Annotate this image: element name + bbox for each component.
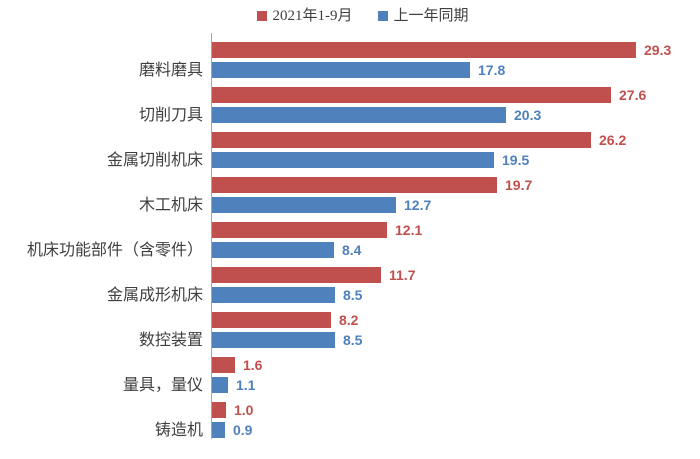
value-label-previous: 1.1 [236, 377, 256, 393]
value-label-current: 12.1 [395, 222, 423, 238]
bar-current-period [212, 177, 497, 193]
value-label-previous: 8.4 [342, 242, 362, 258]
bar-current-period [212, 87, 611, 103]
value-label-current: 1.6 [243, 357, 263, 373]
legend-item-previous: 上一年同期 [378, 7, 469, 25]
bar-previous-period [212, 422, 225, 438]
y-axis-line [211, 33, 212, 439]
bar-current-period [212, 402, 226, 418]
category-label: 量具，量仪 [122, 377, 203, 394]
value-label-current: 26.2 [599, 132, 627, 148]
category-label: 金属切削机床 [106, 152, 203, 169]
category-label: 数控装置 [138, 332, 203, 349]
value-label-previous: 0.9 [233, 422, 253, 438]
value-label-previous: 12.7 [404, 197, 432, 213]
legend-label-previous: 上一年同期 [393, 8, 469, 24]
bar-current-period [212, 312, 331, 328]
legend-swatch-previous-icon [378, 11, 389, 21]
category-label: 切削刀具 [138, 107, 203, 124]
value-label-previous: 8.5 [343, 332, 363, 348]
value-label-previous: 8.5 [343, 287, 363, 303]
bar-current-period [212, 42, 636, 58]
bar-previous-period [212, 287, 335, 303]
chart-legend: 2021年1-9月 上一年同期 [0, 7, 700, 25]
bar-current-period [212, 222, 387, 238]
bar-current-period [212, 267, 381, 283]
value-label-current: 11.7 [389, 267, 416, 283]
legend-item-current: 2021年1-9月 [257, 7, 352, 25]
bar-previous-period [212, 152, 494, 168]
value-label-previous: 20.3 [514, 107, 542, 123]
value-label-previous: 19.5 [502, 152, 530, 168]
bar-previous-period [212, 242, 334, 258]
value-label-current: 27.6 [619, 87, 647, 103]
bar-current-period [212, 357, 235, 373]
category-label: 铸造机 [154, 422, 203, 439]
category-label: 磨料磨具 [138, 62, 203, 79]
category-label: 机床功能部件（含零件） [26, 242, 203, 259]
bar-previous-period [212, 377, 228, 393]
legend-swatch-current-icon [257, 11, 268, 21]
value-label-current: 8.2 [339, 312, 359, 328]
value-label-current: 1.0 [234, 402, 254, 418]
bar-previous-period [212, 62, 470, 78]
bar-previous-period [212, 107, 506, 123]
value-label-current: 19.7 [505, 177, 533, 193]
legend-label-current: 2021年1-9月 [272, 8, 353, 24]
value-label-current: 29.3 [644, 42, 672, 58]
category-label: 木工机床 [138, 197, 203, 214]
value-label-previous: 17.8 [478, 62, 506, 78]
bar-current-period [212, 132, 591, 148]
category-label: 金属成形机床 [106, 287, 203, 304]
bar-previous-period [212, 197, 396, 213]
bar-previous-period [212, 332, 335, 348]
